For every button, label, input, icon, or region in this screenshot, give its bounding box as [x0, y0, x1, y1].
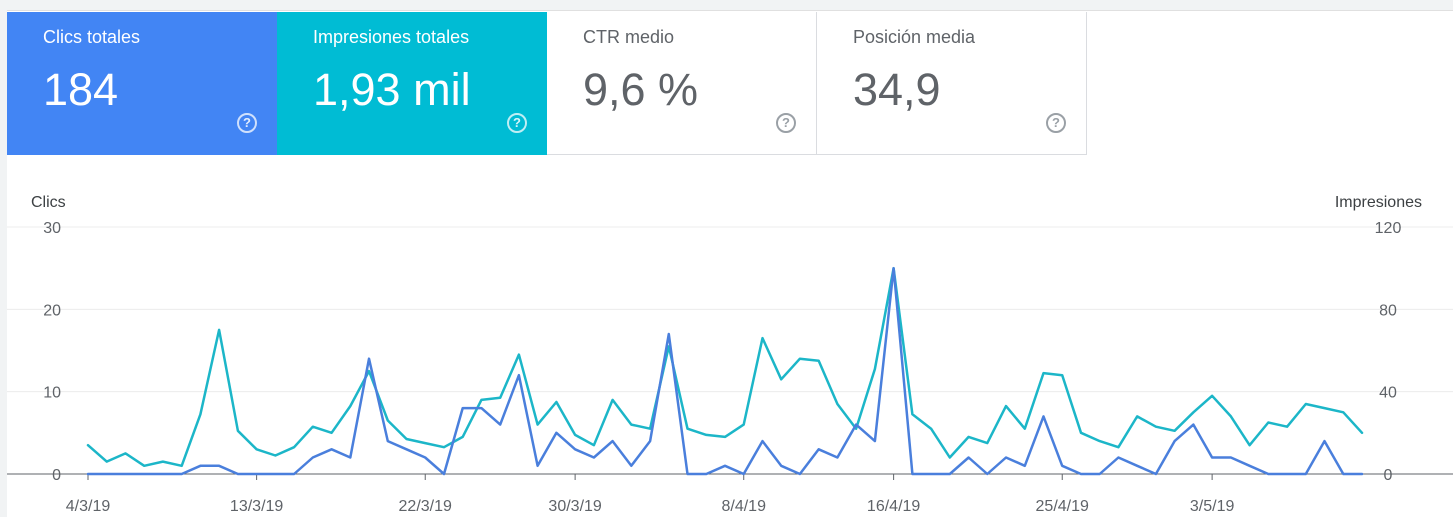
series-lines [86, 266, 1364, 476]
help-icon[interactable]: ? [776, 113, 796, 133]
right-tick-label: 0 [1384, 467, 1393, 484]
x-tick-label: 30/3/19 [548, 498, 601, 515]
card-label: Impresiones totales [313, 27, 470, 47]
help-icon[interactable]: ? [237, 113, 257, 133]
help-icon[interactable]: ? [507, 113, 527, 133]
card-total-impressions[interactable]: Impresiones totales 1,93 mil ? [277, 12, 547, 155]
card-total-clicks[interactable]: Clics totales 184 ? [7, 12, 277, 155]
x-tick-label: 25/4/19 [1036, 498, 1089, 515]
card-average-ctr[interactable]: CTR medio 9,6 % ? [547, 12, 817, 155]
card-label: Clics totales [43, 27, 141, 47]
x-tick-label: 13/3/19 [230, 498, 283, 515]
help-icon[interactable]: ? [1046, 113, 1066, 133]
card-value: 9,6 % [583, 64, 699, 115]
x-tick-label: 8/4/19 [721, 498, 766, 515]
performance-chart: Clics Impresiones 0 10 20 30 0 40 80 120 4/3/19 1… [7, 194, 1453, 515]
series-line-clicks [86, 266, 1364, 476]
left-tick-label: 0 [52, 467, 61, 484]
card-value: 184 [43, 64, 119, 115]
right-tick-label: 40 [1379, 385, 1397, 402]
left-tick-label: 30 [43, 220, 61, 237]
right-axis-title: Impresiones [1335, 194, 1422, 211]
series-line-impressions [86, 266, 1364, 468]
metric-cards: Clics totales 184 ? Impresiones totales … [7, 12, 1087, 155]
performance-panel: Clics totales 184 ? Impresiones totales … [7, 10, 1453, 517]
x-tick-label: 22/3/19 [399, 498, 452, 515]
card-value: 34,9 [853, 64, 941, 115]
x-tick-label: 3/5/19 [1190, 498, 1235, 515]
left-tick-label: 20 [43, 302, 61, 319]
x-tick-label: 4/3/19 [66, 498, 111, 515]
x-tick-label: 16/4/19 [867, 498, 920, 515]
left-axis-title: Clics [31, 194, 66, 211]
card-value: 1,93 mil [313, 64, 471, 115]
axis-ticks: 0 10 20 30 0 40 80 120 4/3/19 13/3/19 22/3/19 30/3/… [43, 220, 1401, 515]
card-label: Posición media [853, 27, 976, 47]
card-label: CTR medio [583, 27, 675, 47]
left-tick-label: 10 [43, 385, 61, 402]
card-average-position[interactable]: Posición media 34,9 ? [817, 12, 1087, 155]
right-tick-label: 120 [1375, 220, 1402, 237]
right-tick-label: 80 [1379, 302, 1397, 319]
